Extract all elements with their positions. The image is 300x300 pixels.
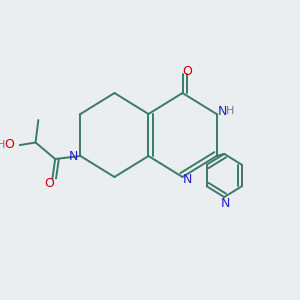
Text: O: O: [4, 138, 14, 151]
Text: O: O: [183, 64, 193, 78]
Text: N: N: [183, 173, 192, 187]
Text: H: H: [226, 106, 234, 116]
Text: O: O: [44, 177, 54, 190]
Text: N: N: [218, 105, 227, 118]
Text: H: H: [0, 140, 5, 150]
Text: N: N: [221, 197, 230, 210]
Text: N: N: [69, 149, 78, 163]
